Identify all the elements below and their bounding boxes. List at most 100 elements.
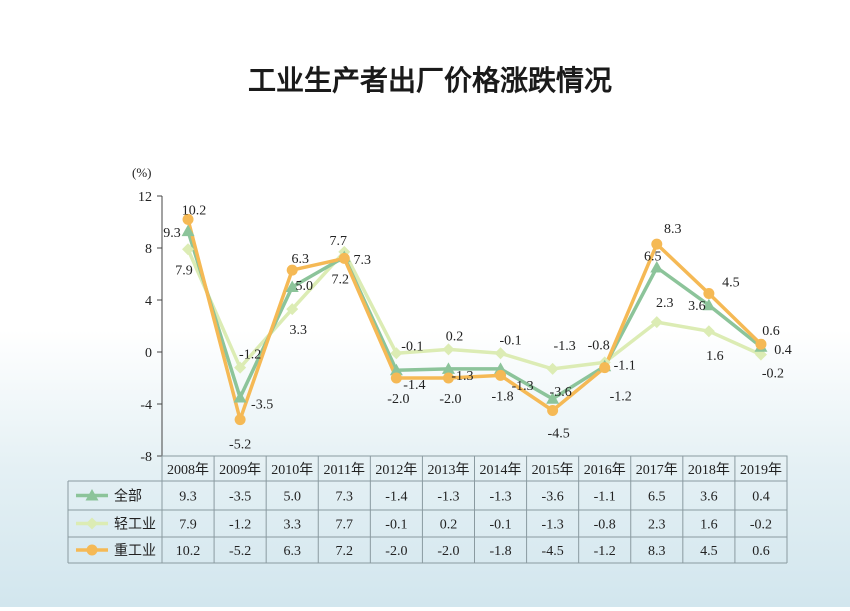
table-cell: -2.0 bbox=[385, 544, 407, 559]
table-cell: -1.3 bbox=[437, 490, 459, 505]
x-category-label: 2013年 bbox=[427, 462, 469, 478]
table-cell: -0.1 bbox=[489, 518, 511, 533]
data-point bbox=[495, 369, 507, 381]
data-point bbox=[233, 391, 247, 403]
data-point bbox=[286, 303, 299, 316]
data-table: 2008年 2009年 2010年 2011年 2012年 2013年 2014年 2015年… bbox=[67, 455, 788, 564]
table-cell: 7.7 bbox=[336, 518, 354, 533]
data-point bbox=[703, 288, 715, 299]
data-label: 6.3 bbox=[291, 252, 309, 267]
y-tick-label: -8 bbox=[140, 450, 152, 465]
table-cell: 6.5 bbox=[648, 490, 666, 505]
table-cell: -1.1 bbox=[594, 490, 616, 505]
table-cell: 3.6 bbox=[700, 490, 718, 505]
data-label: -0.1 bbox=[499, 333, 521, 348]
data-point bbox=[702, 298, 716, 311]
x-category-label: 2011年 bbox=[324, 462, 365, 478]
x-category-label: 2014年 bbox=[480, 462, 522, 478]
table-cell: 2.3 bbox=[648, 518, 666, 533]
table-cell: 5.0 bbox=[283, 490, 301, 505]
data-point bbox=[390, 347, 403, 360]
data-point bbox=[389, 363, 403, 376]
data-label: -1.2 bbox=[239, 348, 261, 363]
data-label: -1.3 bbox=[511, 379, 533, 394]
series-lines bbox=[186, 218, 763, 422]
data-label: 5.0 bbox=[295, 279, 313, 294]
data-point bbox=[234, 361, 247, 374]
data-point bbox=[494, 347, 507, 360]
data-label: -3.6 bbox=[550, 385, 572, 400]
data-point bbox=[650, 261, 664, 273]
table-cell: -0.2 bbox=[750, 518, 772, 533]
data-point bbox=[234, 414, 246, 426]
table-cell: -4.5 bbox=[542, 544, 564, 559]
x-category-label: 2018年 bbox=[688, 462, 730, 478]
data-label: 1.6 bbox=[706, 349, 724, 364]
data-label: -0.2 bbox=[762, 367, 784, 382]
data-point bbox=[547, 405, 559, 416]
data-label: 7.3 bbox=[354, 253, 372, 268]
data-label: 3.3 bbox=[289, 323, 307, 338]
x-category-label: 2015年 bbox=[532, 462, 574, 478]
data-label: 8.3 bbox=[664, 222, 682, 237]
table-cell: 3.3 bbox=[283, 518, 301, 533]
data-label: -1.8 bbox=[491, 389, 513, 404]
data-label: -0.1 bbox=[401, 339, 423, 354]
legend-marker bbox=[86, 517, 98, 530]
data-point bbox=[285, 280, 299, 292]
data-point bbox=[650, 316, 663, 329]
data-label: -2.0 bbox=[439, 392, 461, 407]
data-point bbox=[755, 338, 767, 350]
table-cell: 0.6 bbox=[752, 544, 770, 559]
data-point bbox=[338, 252, 350, 264]
data-point bbox=[182, 213, 194, 225]
table-cell: 7.3 bbox=[336, 490, 354, 505]
table-cell: -1.3 bbox=[542, 518, 564, 533]
data-label: -1.3 bbox=[554, 339, 576, 354]
data-point bbox=[390, 372, 402, 384]
table-cell: 0.4 bbox=[752, 490, 770, 505]
data-point bbox=[702, 325, 715, 338]
data-label: 10.2 bbox=[182, 203, 207, 218]
data-label: -5.2 bbox=[229, 438, 251, 453]
data-label: 3.6 bbox=[688, 299, 706, 314]
data-label: 6.5 bbox=[644, 250, 662, 265]
data-label: -1.1 bbox=[614, 358, 636, 373]
data-label: 0.4 bbox=[774, 343, 792, 358]
data-label: 7.2 bbox=[332, 272, 350, 287]
legend-label: 重工业 bbox=[114, 543, 156, 559]
x-category-label: 2009年 bbox=[219, 462, 261, 478]
data-label: -1.4 bbox=[403, 378, 425, 393]
data-point bbox=[442, 372, 454, 384]
table-cell: -3.6 bbox=[542, 490, 564, 505]
data-point bbox=[599, 362, 611, 374]
legend-label: 轻工业 bbox=[114, 517, 156, 533]
table-cell: 9.3 bbox=[179, 490, 197, 505]
table-cell: -0.1 bbox=[385, 518, 407, 533]
data-label: -4.5 bbox=[548, 427, 570, 442]
table-cell: -1.4 bbox=[385, 490, 407, 505]
table-cell: -5.2 bbox=[229, 544, 251, 559]
x-category-label: 2012年 bbox=[375, 462, 417, 478]
data-label: -2.0 bbox=[387, 392, 409, 407]
data-label: -3.5 bbox=[251, 398, 273, 413]
legend-label: 全部 bbox=[114, 488, 142, 505]
chart-title: 工业生产者出厂价格涨跌情况 bbox=[248, 64, 612, 97]
series-markers bbox=[181, 213, 768, 426]
table-cell: -1.8 bbox=[489, 544, 511, 559]
table-cell: -0.8 bbox=[594, 518, 616, 533]
x-category-label: 2017年 bbox=[636, 462, 678, 478]
data-point bbox=[546, 362, 559, 375]
table-cell: 10.2 bbox=[176, 544, 201, 559]
data-labels: 9.3 -3.5 5.0 7.3 -1.4 -1.3 -1.3 -3.6 -1.1 6.5 3.6 0… bbox=[163, 203, 791, 452]
table-cell: 7.9 bbox=[179, 518, 197, 533]
table-cell: 8.3 bbox=[648, 544, 666, 559]
y-tick-label: -4 bbox=[140, 398, 152, 413]
data-point bbox=[442, 343, 455, 356]
data-label: 2.3 bbox=[656, 296, 674, 311]
table-cell: -1.3 bbox=[489, 490, 511, 505]
data-point bbox=[182, 243, 195, 256]
x-category-label: 2016年 bbox=[584, 462, 626, 478]
data-point bbox=[651, 238, 663, 250]
data-label: 7.7 bbox=[330, 234, 348, 249]
